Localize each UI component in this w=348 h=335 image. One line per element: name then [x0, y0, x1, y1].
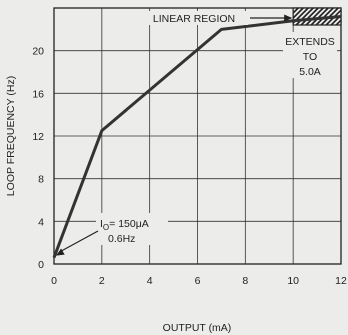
x-tick-labels: 0 2 4 6 8 10 12: [51, 275, 347, 287]
annotation-label-bg: [140, 11, 248, 25]
hatch-line: [305, 7, 324, 26]
y-axis-label: LOOP FREQUENCY (Hz): [5, 76, 17, 196]
extends-label-line1: EXTENDS: [285, 36, 335, 48]
hatch-line: [295, 7, 314, 26]
origin-frequency-label: 0.6Hz: [108, 233, 135, 245]
x-tick-label: 8: [242, 275, 248, 287]
y-tick-label: 20: [32, 46, 44, 58]
origin-current-value: = 150μA: [109, 218, 149, 230]
hatch-line: [335, 19, 342, 26]
y-tick-label: 12: [32, 131, 44, 143]
y-tick-label: 0: [38, 259, 44, 271]
origin-arrow-line: [61, 230, 99, 252]
x-tick-label: 0: [51, 275, 57, 287]
series-line: [52, 15, 342, 259]
extends-label-line2: TO: [303, 51, 317, 63]
origin-label-bg: [96, 213, 168, 245]
y-tick-labels: 0 4 8 12 16 20: [32, 46, 44, 271]
y-tick-label: 8: [38, 174, 44, 186]
x-tick-label: 10: [287, 275, 299, 287]
y-tick-label: 16: [32, 88, 44, 100]
hatch-line: [300, 7, 319, 26]
x-axis-label: OUTPUT (mA): [163, 322, 232, 334]
linear-region-arrowhead: [284, 14, 293, 22]
extends-label-line3: 5.0A: [299, 66, 321, 78]
extends-label-bg: [283, 32, 337, 78]
plot-frame: [53, 7, 342, 265]
x-tick-label: 12: [335, 275, 347, 287]
origin-current-label: IO= 150μA: [100, 218, 149, 232]
y-tick-label: 4: [38, 216, 44, 228]
linear-region-label: LINEAR REGION: [153, 13, 235, 25]
x-tick-label: 6: [195, 275, 201, 287]
x-tick-label: 2: [99, 275, 105, 287]
origin-arrowhead: [56, 248, 65, 256]
hatch-line: [292, 7, 299, 14]
hatch-line: [292, 7, 304, 19]
origin-current-subscript: O: [103, 223, 109, 232]
hatch-line: [310, 7, 329, 26]
origin-current-symbol: I: [100, 218, 103, 230]
x-tick-label: 4: [147, 275, 153, 287]
